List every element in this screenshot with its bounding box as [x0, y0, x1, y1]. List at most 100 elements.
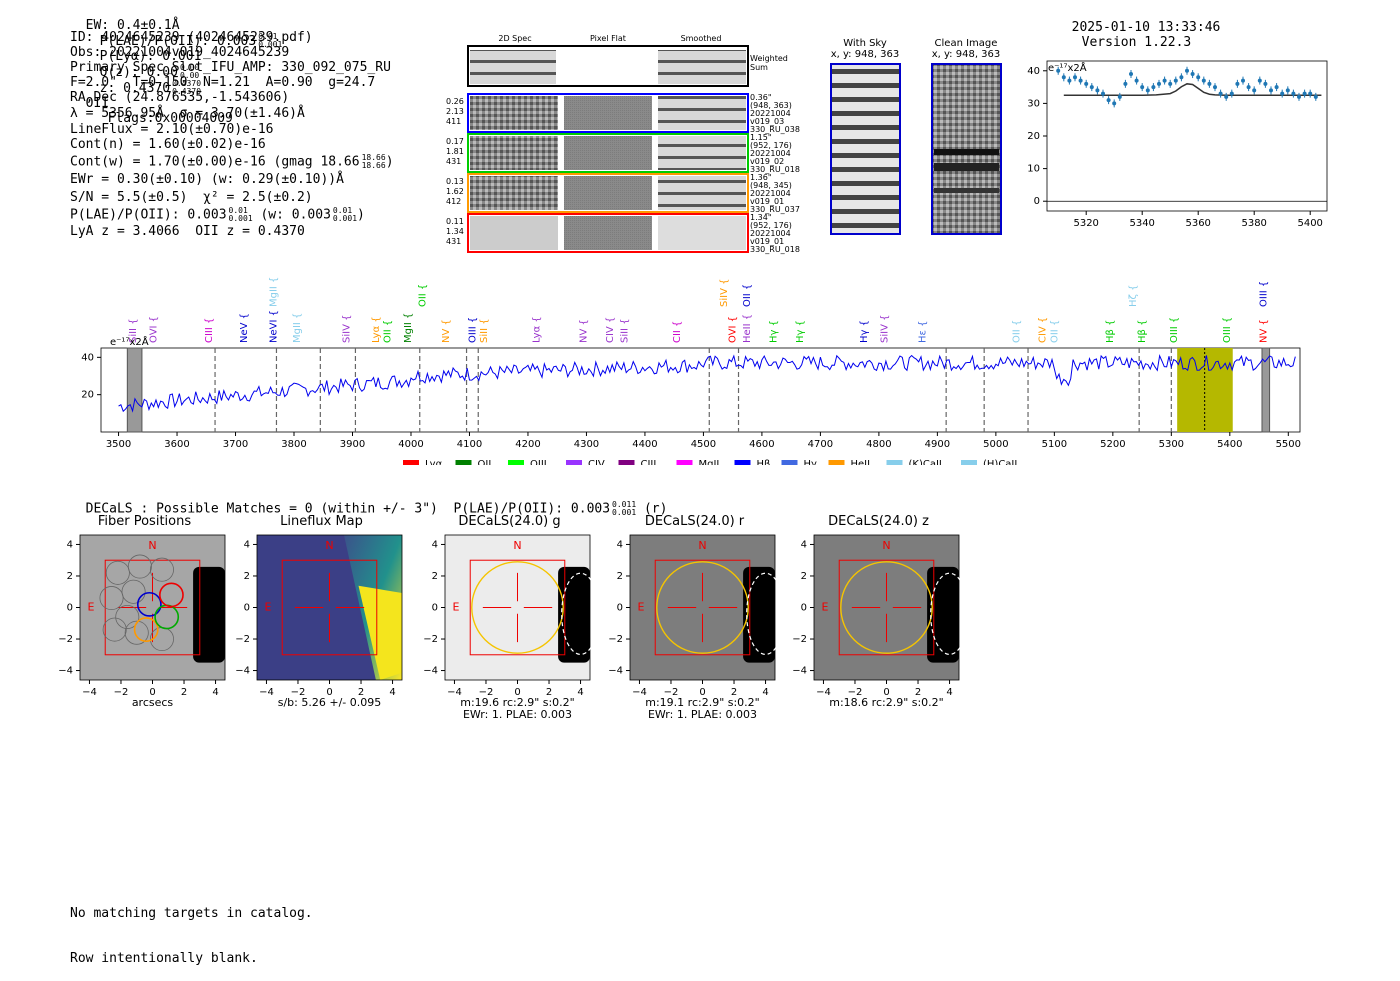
spec-cutouts: 2D Spec Pixel Flat Smoothed Weighted Sum… — [446, 34, 800, 254]
zoom-point — [1218, 91, 1223, 96]
zoom-xtick-label: 5400 — [1297, 218, 1322, 229]
zoom-point — [1101, 91, 1105, 96]
spectral-line-label: OII { — [1011, 320, 1022, 343]
decals-panel: Fiber Positions N E −4 −2 0 2 4 4 2 0 −2 −4 arcsecs — [58, 514, 226, 709]
zoom-point — [1129, 72, 1133, 77]
zoom-point — [1246, 85, 1251, 90]
spectral-line-label: Hε { — [918, 321, 929, 343]
legend-label: (K)CaII — [909, 459, 942, 465]
panel-ytick-label: 4 — [801, 539, 807, 550]
decals-panel: Lineflux Map N E −4 −2 0 2 4 4 2 0 −2 −4 s/b: 5.26 +/… — [235, 514, 403, 709]
full-spectrum-chart: SiII {OVI {CIII {NeV {NeVI {MgII {MgII {… — [81, 277, 1301, 465]
zoom-xtick-label: 5340 — [1129, 218, 1154, 229]
panel-xtick-label: −2 — [479, 687, 494, 698]
zoom-point — [1123, 81, 1128, 86]
spectrum-xtick-label: 5000 — [983, 439, 1008, 450]
zoom-model-line — [1063, 83, 1322, 96]
panel-ytick-label: 2 — [244, 571, 250, 582]
col-label-2d: 2D Spec — [498, 34, 531, 43]
legend-label: MgII — [699, 459, 720, 465]
zoom-point — [1274, 85, 1279, 90]
zoom-point — [1241, 78, 1245, 83]
cutout-right-label: 330_RU_018 — [750, 165, 800, 174]
timestamp-version: 2025-01-10 13:33:46 Version 1.22.3 — [1056, 5, 1221, 50]
masked-region — [1261, 347, 1271, 433]
panel-ytick-label: −2 — [423, 634, 438, 645]
cutout-right-label: 330_RU_018 — [750, 245, 800, 254]
spectrum-xtick-label: 4100 — [457, 439, 482, 450]
panel-ytick-label: −4 — [792, 666, 807, 677]
spectrum-xtick-label: 4400 — [632, 439, 657, 450]
east-label: E — [822, 601, 829, 614]
bright-source — [193, 566, 225, 663]
legend-label: CIII — [641, 459, 657, 465]
cutout-left-label: 0.17 — [446, 137, 464, 146]
ew-value: EW: 0.4±0.1Å — [85, 18, 180, 33]
cutout-right-label: 330_RU_037 — [750, 205, 800, 214]
zoom-xtick-label: 5360 — [1185, 218, 1210, 229]
north-label: N — [698, 539, 706, 552]
panel-ytick-label: 2 — [617, 571, 623, 582]
panel-xtick-label: −2 — [114, 687, 129, 698]
panel-title: DECaLS(24.0) g — [458, 514, 560, 529]
zoom-plot-area — [1046, 60, 1328, 212]
legend-swatch — [618, 460, 635, 465]
legend-label: Hβ — [757, 459, 771, 465]
zoom-point — [1190, 72, 1195, 77]
fiber-circle — [115, 604, 140, 629]
panel-footnote: m:19.6 rc:2.9" s:0.2" — [460, 696, 575, 709]
clean-image — [931, 63, 1002, 235]
spectral-line-label: SiIV { — [719, 279, 730, 307]
legend-label: Lyα — [425, 459, 443, 465]
cutout-right-label: 20221004 — [750, 109, 791, 118]
panel-xtick-label: 0 — [514, 687, 520, 698]
catalog-footer: No matching targets in catalog. Row inte… — [70, 876, 313, 981]
panel-xtick-label: −4 — [259, 687, 274, 698]
spectral-line-label: CII { — [672, 321, 683, 343]
zoom-ylabel: e⁻¹⁷x2Å — [1048, 61, 1087, 74]
zoom-point — [1112, 101, 1117, 106]
panel-title: Fiber Positions — [98, 514, 191, 529]
legend-label: Hγ — [804, 459, 818, 465]
spectral-line-label: Lyα { — [371, 316, 382, 343]
legend-swatch — [781, 460, 798, 465]
decals-panels: Fiber Positions N E −4 −2 0 2 4 4 2 0 −2 −4 arcsecs Li… — [58, 514, 969, 721]
panel-ytick-label: 2 — [432, 571, 438, 582]
spectral-line-label: MgII { — [268, 277, 279, 307]
panel-ytick-label: −4 — [235, 666, 250, 677]
cutout-right-label: v019_03 — [750, 117, 784, 126]
spectral-line-label: SiIV { — [880, 315, 891, 343]
spectral-line-label: OIII { — [1222, 317, 1233, 343]
spectral-line-label: NV { — [441, 319, 452, 343]
north-label: N — [513, 539, 521, 552]
catalog-ellipse — [561, 572, 600, 656]
zoom-point — [1078, 78, 1083, 83]
fiber-circle-highlight — [133, 617, 159, 642]
cutout-right-label: v019_02 — [750, 157, 784, 166]
legend-label: CIV — [588, 459, 605, 465]
panel-xtick-label: 0 — [326, 687, 332, 698]
panel-footnote-2: EWr: 1. PLAE: 0.003 — [648, 708, 757, 721]
spectral-line-label: OVI { — [728, 316, 739, 343]
col-label-smooth: Smoothed — [681, 34, 722, 43]
spectrum-xtick-label: 4500 — [691, 439, 716, 450]
zoom-ytick-label: 40 — [1027, 66, 1040, 77]
zoom-point — [1134, 78, 1139, 83]
panel-xtick-label: −2 — [291, 687, 306, 698]
zoom-point — [1207, 81, 1212, 86]
spectrum-xtick-label: 4300 — [574, 439, 599, 450]
aperture-circle — [656, 561, 749, 654]
panel-ytick-label: −4 — [608, 666, 623, 677]
zoom-point — [1224, 94, 1229, 99]
fiber-circle — [149, 557, 174, 582]
panel-xtick-label: 0 — [699, 687, 705, 698]
panel-ytick-label: −2 — [235, 634, 250, 645]
spectral-line-label: NeVI { — [268, 310, 279, 343]
east-label: E — [638, 601, 645, 614]
panel-ytick-label: −4 — [58, 666, 73, 677]
spectrum-xtick-label: 4000 — [398, 439, 423, 450]
spectral-line-label: NV { — [1259, 319, 1270, 343]
panel-xtick-label: 4 — [577, 687, 583, 698]
legend-swatch — [828, 460, 845, 465]
row-frame-orange — [467, 173, 749, 213]
